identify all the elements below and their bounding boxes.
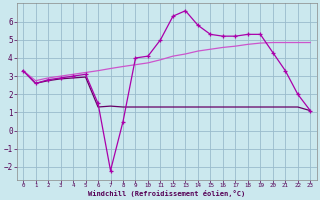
X-axis label: Windchill (Refroidissement éolien,°C): Windchill (Refroidissement éolien,°C)	[88, 190, 245, 197]
